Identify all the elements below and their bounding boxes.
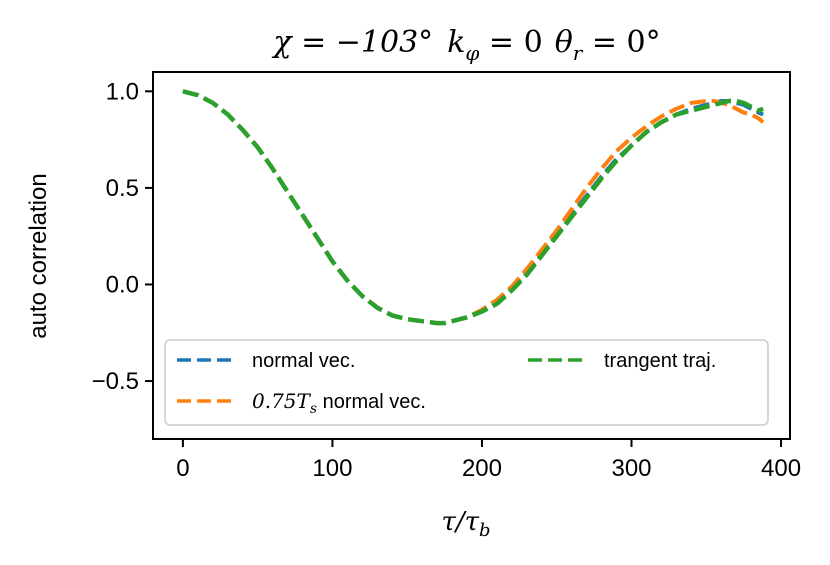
y-tick-label-1: 0.0 xyxy=(106,271,139,298)
series-line-1 xyxy=(182,89,765,326)
series-layer xyxy=(182,89,765,326)
y-tick-label-0: −0.5 xyxy=(92,368,139,395)
y-tick-label-3: 1.0 xyxy=(106,78,139,105)
title-k: k xyxy=(447,25,465,60)
x-axis-label: τ/τb xyxy=(441,507,490,541)
title-chi: χ = −103° xyxy=(271,25,433,60)
legend: normal vec. 0.75Ts normal vec. trangent … xyxy=(164,339,769,426)
legend-label-075ts: 0.75Ts normal vec. xyxy=(252,389,426,417)
title-k-sub: φ xyxy=(465,41,479,65)
series-line-2 xyxy=(182,89,764,326)
x-tick-label-200: 200 xyxy=(462,455,502,482)
plot-frame xyxy=(152,71,791,440)
plot-area: 0 100 200 300 400 −0.5 0.0 0.5 1.0 xyxy=(92,71,801,482)
x-tick-label-0: 0 xyxy=(176,455,189,482)
x-tick-label-300: 300 xyxy=(611,455,651,482)
y-tick-label-2: 0.5 xyxy=(106,175,139,202)
chart-title: χ = −103° kφ = 0 θr = 0° xyxy=(271,25,660,65)
title-theta: θ xyxy=(555,25,573,60)
y-axis-label: auto correlation xyxy=(25,173,52,338)
title-theta-sub: r xyxy=(573,41,584,65)
x-tick-label-100: 100 xyxy=(312,455,352,482)
x-tick-label-400: 400 xyxy=(761,455,801,482)
x-axis: 0 100 200 300 400 xyxy=(176,439,801,482)
title-theta-val: = 0° xyxy=(582,25,660,60)
series-line-0 xyxy=(182,89,764,326)
title-k-val: = 0 xyxy=(479,25,542,60)
legend-box xyxy=(164,339,769,426)
legend-label-normal-vec: normal vec. xyxy=(252,350,355,372)
y-axis: −0.5 0.0 0.5 1.0 xyxy=(92,78,153,395)
legend-label-trangent-traj: trangent traj. xyxy=(604,350,716,372)
